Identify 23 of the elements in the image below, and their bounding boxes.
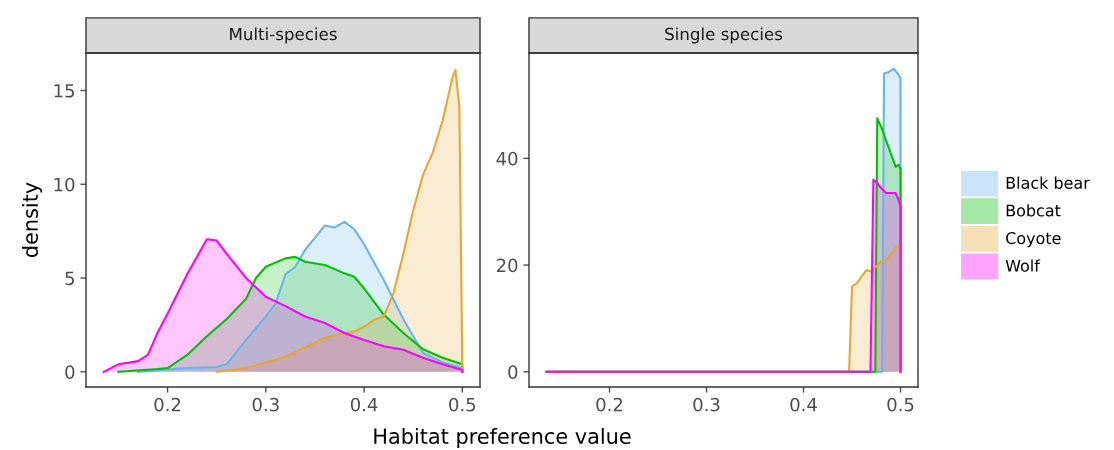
y-tick-label: 20 bbox=[496, 258, 518, 273]
x-tick-label: 0.4 bbox=[790, 397, 817, 412]
x-tick-label: 0.3 bbox=[252, 397, 279, 412]
y-tick-label: 10 bbox=[54, 177, 75, 192]
legend-label: Wolf bbox=[1005, 259, 1041, 272]
chart-title: Multi-species bbox=[230, 27, 337, 44]
legend-label: Coyote bbox=[1006, 232, 1061, 248]
x-axis-title: Habitat preference value bbox=[374, 427, 631, 449]
y-tick-label: 40 bbox=[496, 151, 518, 166]
x-tick-label: 0.2 bbox=[154, 397, 181, 412]
y-tick-label: 5 bbox=[65, 271, 75, 286]
x-tick-label: 0.4 bbox=[350, 397, 378, 412]
x-tick-label: 0.3 bbox=[693, 397, 720, 412]
legend-label: Bobcat bbox=[1006, 204, 1061, 217]
x-tick-label: 0.2 bbox=[596, 397, 623, 412]
x-tick-label: 0.5 bbox=[449, 397, 476, 412]
y-tick-label: 15 bbox=[54, 84, 75, 98]
legend-label: Black bear bbox=[1006, 176, 1090, 189]
x-tick-label: 0.5 bbox=[887, 397, 914, 412]
chart-title: Single species bbox=[665, 27, 783, 44]
y-tick-label: 0 bbox=[508, 365, 518, 379]
y-axis-title: density bbox=[21, 182, 43, 258]
y-tick-label: 0 bbox=[65, 365, 75, 379]
